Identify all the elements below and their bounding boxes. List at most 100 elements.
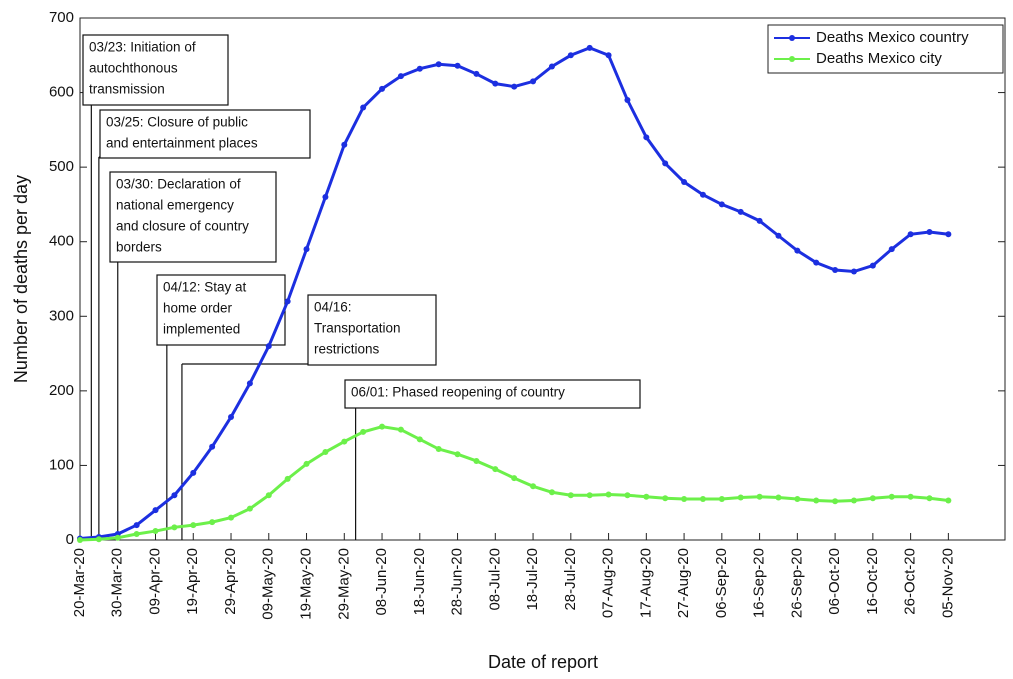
y-tick-label: 500 — [49, 158, 74, 175]
data-point — [699, 495, 706, 502]
x-tick-label: 09-May-20 — [260, 548, 277, 620]
legend-label: Deaths Mexico country — [816, 29, 969, 46]
data-point — [190, 469, 197, 476]
data-point — [303, 246, 310, 253]
y-tick-label: 300 — [49, 307, 74, 324]
data-point — [454, 451, 461, 458]
data-point — [511, 83, 518, 90]
data-point — [454, 62, 461, 69]
data-point — [850, 268, 857, 275]
x-tick-label: 19-Apr-20 — [184, 548, 201, 615]
data-point — [77, 537, 83, 543]
data-point — [473, 70, 480, 77]
data-point — [567, 52, 574, 59]
data-point — [341, 438, 348, 445]
data-point — [530, 483, 537, 490]
y-tick-label: 100 — [49, 456, 74, 473]
data-point — [265, 343, 272, 350]
data-point — [228, 413, 235, 420]
data-point — [360, 428, 367, 435]
data-point — [699, 191, 706, 198]
x-tick-label: 28-Jul-20 — [562, 548, 579, 611]
x-tick-label: 29-May-20 — [335, 548, 352, 620]
x-tick-label: 07-Aug-20 — [600, 548, 617, 618]
data-point — [209, 443, 216, 450]
data-point — [152, 507, 159, 514]
data-point — [416, 436, 423, 443]
data-point — [397, 73, 404, 80]
data-point — [624, 492, 631, 499]
data-point — [209, 519, 216, 526]
data-point — [756, 217, 763, 224]
x-tick-label: 09-Apr-20 — [146, 548, 163, 615]
data-point — [133, 531, 140, 538]
legend-marker — [789, 56, 795, 62]
data-point — [794, 495, 801, 502]
x-tick-label: 26-Oct-20 — [902, 548, 919, 615]
data-point — [624, 97, 631, 104]
x-tick-label: 08-Jun-20 — [373, 548, 390, 616]
data-point — [794, 247, 801, 254]
data-point — [511, 475, 518, 482]
annotation-text: 03/23: Initiation of — [89, 40, 196, 55]
data-point — [586, 492, 593, 499]
data-point — [171, 524, 178, 531]
annotation-box — [82, 34, 229, 106]
data-point — [681, 495, 688, 502]
data-point — [813, 259, 820, 266]
annotation-text: 03/30: Declaration of — [116, 177, 241, 192]
data-point — [643, 134, 650, 141]
data-point — [718, 201, 725, 208]
data-point — [907, 493, 914, 500]
data-point — [945, 231, 952, 238]
data-point — [775, 232, 782, 239]
plot-frame — [79, 17, 1006, 541]
data-point — [718, 495, 725, 502]
legend-marker — [789, 35, 795, 41]
data-point — [662, 495, 669, 502]
data-point — [567, 492, 574, 499]
annotation-box — [109, 171, 277, 263]
data-point — [945, 497, 952, 504]
data-point — [888, 493, 895, 500]
data-point — [605, 52, 612, 59]
y-tick-label: 700 — [49, 9, 74, 26]
x-tick-label: 28-Jun-20 — [449, 548, 466, 616]
y-axis-label: Number of deaths per day — [11, 175, 31, 383]
x-tick-label: 06-Oct-20 — [826, 548, 843, 615]
x-tick-label: 05-Nov-20 — [939, 548, 956, 618]
y-tick-label: 600 — [49, 84, 74, 101]
y-tick-label: 200 — [49, 382, 74, 399]
data-point — [397, 426, 404, 433]
data-point — [850, 497, 857, 504]
annotation-box — [307, 294, 437, 366]
x-tick-label: 18-Jun-20 — [411, 548, 428, 616]
data-point — [832, 267, 839, 274]
data-point — [605, 491, 612, 498]
x-tick-label: 17-Aug-20 — [637, 548, 654, 618]
data-point — [832, 498, 839, 505]
annotation-text: restrictions — [314, 342, 380, 357]
data-point — [586, 44, 593, 51]
data-point — [813, 497, 820, 504]
data-point — [926, 229, 933, 236]
data-point — [907, 231, 914, 238]
data-point — [228, 514, 235, 521]
annotation-text: home order — [163, 301, 233, 316]
annotation-text: 04/12: Stay at — [163, 280, 247, 295]
annotation-text: implemented — [163, 322, 240, 337]
data-point — [416, 65, 423, 72]
y-tick-label: 400 — [49, 233, 74, 250]
data-point — [869, 495, 876, 502]
annotation-text: and entertainment places — [106, 136, 258, 151]
annotation-text: 06/01: Phased reopening of country — [351, 385, 565, 400]
data-point — [303, 460, 310, 467]
annotation-text: 04/16: — [314, 300, 352, 315]
data-point — [246, 380, 253, 387]
x-tick-label: 06-Sep-20 — [713, 548, 730, 618]
data-point — [548, 489, 555, 496]
data-point — [322, 193, 329, 200]
data-point — [530, 78, 537, 85]
x-tick-label: 08-Jul-20 — [486, 548, 503, 611]
